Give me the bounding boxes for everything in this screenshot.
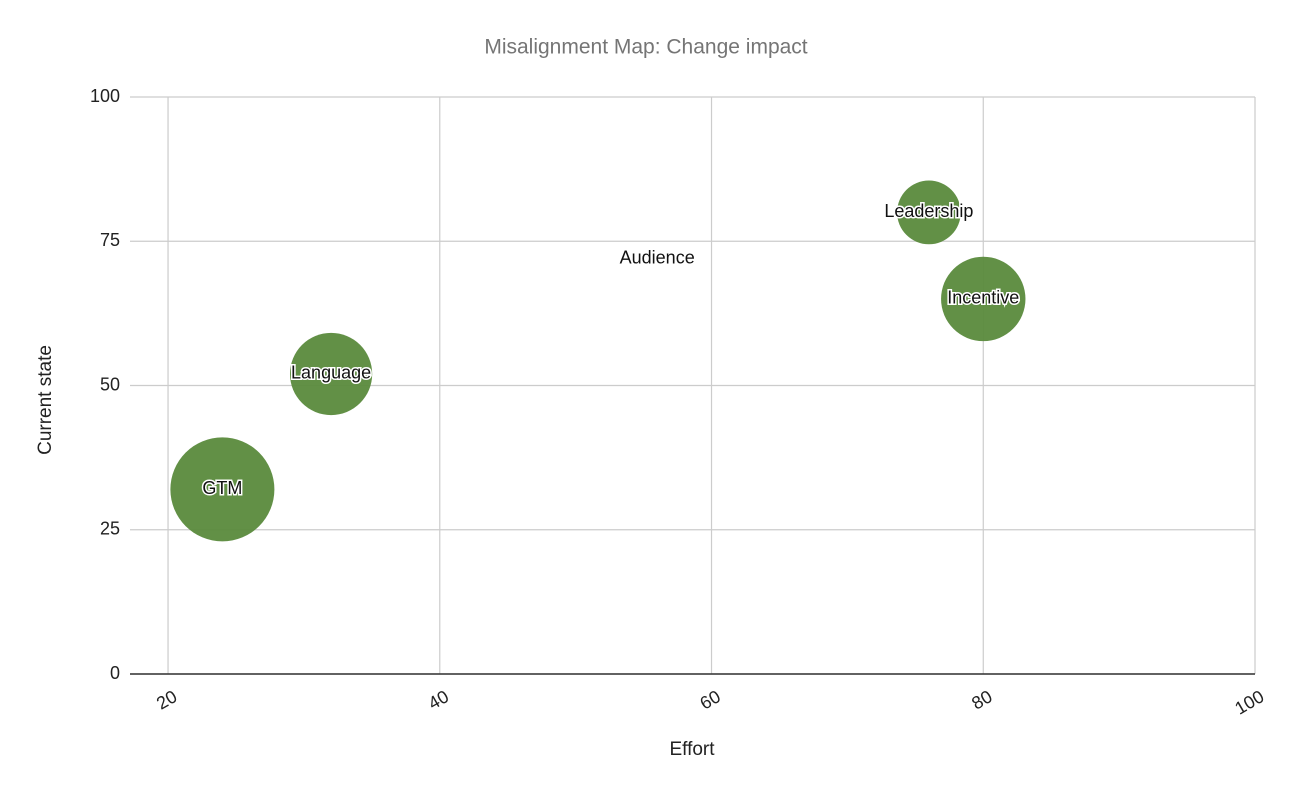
chart-title: Misalignment Map: Change impact bbox=[484, 36, 807, 59]
y-tick-label: 50 bbox=[100, 374, 120, 394]
bubble bbox=[170, 437, 275, 542]
bubble bbox=[289, 332, 373, 416]
bubble-label: Incentive bbox=[947, 288, 1019, 308]
x-tick-label: 100 bbox=[1231, 686, 1267, 718]
x-tick-label: 40 bbox=[425, 686, 452, 713]
y-tick-label: 25 bbox=[100, 519, 120, 539]
bubble bbox=[941, 256, 1026, 342]
y-tick-label: 75 bbox=[100, 230, 120, 250]
y-tick-label: 0 bbox=[110, 663, 120, 683]
x-tick-label: 20 bbox=[153, 686, 180, 713]
bubble-label: Audience bbox=[620, 247, 695, 267]
bubble-label: GTM bbox=[202, 478, 242, 498]
y-tick-label: 100 bbox=[90, 86, 120, 106]
bubble-label: Language bbox=[291, 363, 371, 383]
x-tick-label: 80 bbox=[968, 686, 995, 713]
x-axis-label: Effort bbox=[669, 739, 715, 760]
x-tick-label: 60 bbox=[697, 686, 724, 713]
bubble-label: Leadership bbox=[884, 201, 973, 221]
bubble bbox=[897, 180, 961, 245]
bubble bbox=[654, 255, 661, 262]
y-axis-label: Current state bbox=[35, 345, 56, 455]
